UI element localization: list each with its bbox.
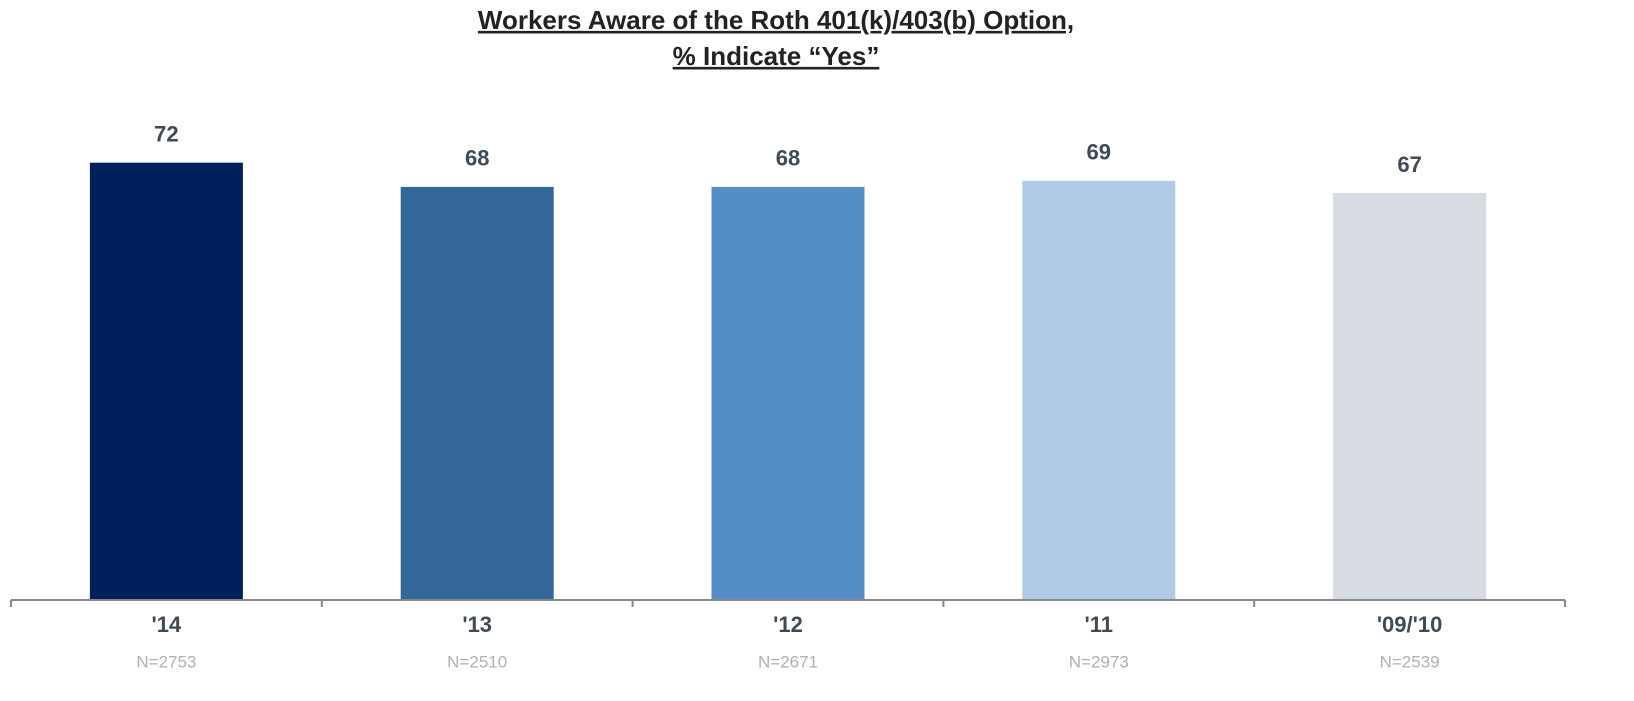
- value-label: 68: [776, 146, 800, 171]
- x-tick-label: '14: [152, 612, 182, 637]
- bar: [1022, 180, 1176, 600]
- bar: [89, 162, 243, 599]
- sample-size: N=2539: [1380, 652, 1440, 671]
- sample-size: N=2753: [136, 652, 196, 671]
- sample-size: N=2973: [1069, 652, 1129, 671]
- sample-size: N=2671: [758, 652, 818, 671]
- value-label: 69: [1087, 140, 1111, 165]
- x-tick-label: '13: [462, 612, 492, 637]
- bar: [711, 186, 865, 600]
- value-label: 67: [1397, 152, 1421, 177]
- chart-title: % Indicate “Yes”: [673, 41, 880, 71]
- value-label: 68: [465, 146, 489, 171]
- x-tick-label: '09/'10: [1377, 612, 1443, 637]
- bar: [400, 186, 554, 600]
- x-tick-label: '12: [773, 612, 803, 637]
- bar: [1333, 192, 1487, 600]
- value-label: 72: [154, 121, 178, 146]
- sample-size: N=2510: [447, 652, 507, 671]
- x-tick-label: '11: [1085, 612, 1114, 637]
- chart-title: Workers Aware of the Roth 401(k)/403(b) …: [478, 5, 1074, 35]
